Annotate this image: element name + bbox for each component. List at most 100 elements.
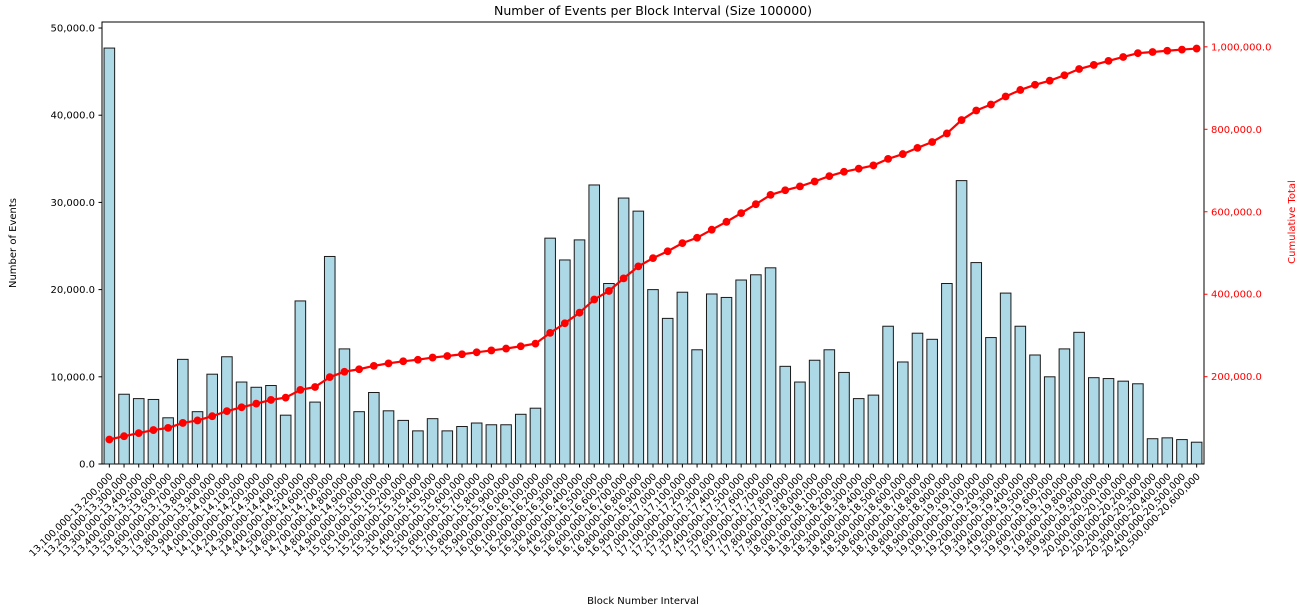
cumulative-marker [678,239,687,248]
cumulative-marker [737,209,746,218]
bar [897,361,909,465]
right-y-axis-label: Cumulative Total [1287,180,1298,264]
cumulative-marker [663,247,672,256]
cumulative-marker [825,172,834,181]
cumulative-marker [854,164,863,173]
cumulative-marker [414,355,422,364]
cumulative-marker [1016,86,1025,94]
bar [1073,331,1085,465]
cumulative-marker [443,352,452,360]
bar [294,300,307,465]
bar [735,279,747,465]
cumulative-marker [252,399,261,408]
bar [559,259,571,465]
cumulative-marker [178,419,187,427]
bar [441,430,454,465]
cumulative-marker [1045,76,1054,85]
left-tick-label: 0.0 [79,460,95,471]
cumulative-marker [208,412,217,421]
bar [1132,383,1144,465]
bar [412,430,424,465]
cumulative-marker [1060,71,1069,80]
cumulative-marker [884,155,892,163]
bar [250,386,263,465]
bar [118,393,130,465]
bar [661,317,674,465]
cumulative-marker [619,274,628,283]
cumulative-marker [1075,65,1084,73]
bar [779,365,792,465]
bar [368,392,380,465]
cumulative-marker [105,435,114,444]
cumulative-marker [766,191,775,199]
bar [397,419,410,465]
bar [823,349,836,465]
cumulative-marker [634,262,643,271]
bar [1088,377,1100,465]
cumulative-marker [164,423,173,432]
cumulative-marker [472,348,481,357]
bar [691,349,703,465]
cumulative-marker [399,357,408,366]
cumulative-marker [384,359,393,368]
cumulative-marker [428,353,437,362]
cumulative-marker [222,407,231,416]
bar [632,210,645,465]
bar [1161,437,1174,465]
right-tick-label: 200,000.0 [1211,372,1262,383]
cumulative-marker [898,150,907,158]
cumulative-marker [796,182,804,191]
cumulative-marker [869,161,878,170]
bar [808,359,821,465]
cumulative-marker [913,143,922,152]
cumulative-marker [840,167,848,176]
left-y-axis-label: Number of Events [8,198,19,288]
left-axis-ticks: 0.0 10,000.0 20,000.0 30,000.0 40,000.0 50,00… [50,24,102,471]
cumulative-marker [340,367,349,376]
bar [647,289,659,465]
bar [720,296,733,465]
bar [603,283,615,465]
bar [999,292,1012,465]
cumulative-marker [516,342,525,351]
bar [617,197,630,465]
bar [852,398,865,465]
bar [309,401,321,465]
cumulative-marker [546,329,555,337]
cumulative-marker [120,432,128,441]
bar [426,418,439,465]
cumulative-marker [1119,53,1128,61]
left-tick-label: 10,000.0 [50,372,95,383]
right-tick-label: 1,000,000.0 [1211,42,1271,53]
bar [382,410,395,465]
cumulative-marker [193,416,202,425]
cumulative-marker [1089,61,1098,69]
right-tick-label: 800,000.0 [1211,125,1262,136]
cumulative-marker [296,386,305,394]
cumulative-marker [281,393,290,402]
x-axis-ticks: 13,100,000-13,200,00013,200,000-13,300,0… [28,464,1203,559]
right-axis-ticks: 200,000.0 400,000.0 600,000.0 800,000.0 1,00… [1204,42,1271,383]
left-tick-label: 30,000.0 [50,198,95,209]
cumulative-marker [942,129,951,138]
cumulative-line-group [105,44,1201,444]
cumulative-marker [649,254,657,263]
cumulative-marker [972,106,981,115]
cumulative-marker [1104,56,1113,65]
cumulative-marker [487,346,496,355]
cumulative-marker [237,403,246,412]
bar [485,424,498,465]
bar [338,348,351,465]
bar [103,47,116,465]
bar [1058,348,1071,465]
bar [676,291,689,465]
bar [1029,354,1041,465]
cumulative-marker [502,344,510,353]
bar [588,184,601,465]
bar [955,180,968,465]
chart-title: Number of Events per Block Interval (Siz… [494,3,812,18]
right-tick-label: 400,000.0 [1211,290,1262,301]
bar [794,381,806,465]
bar [838,371,850,465]
